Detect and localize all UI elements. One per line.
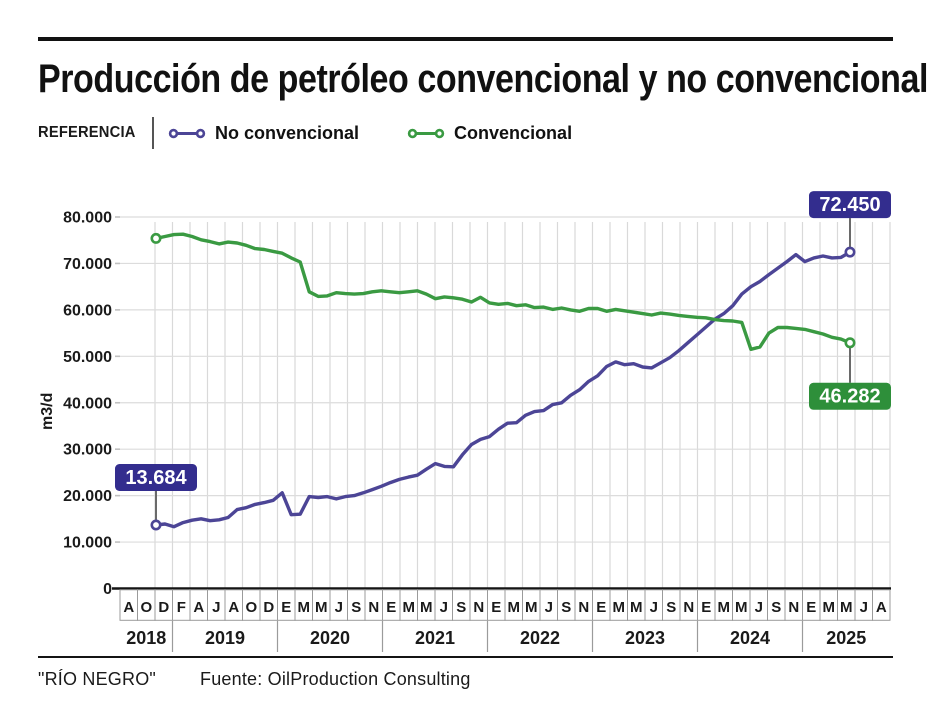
annotations: 13.684 72.450 46.282 xyxy=(115,191,891,520)
month-label: J xyxy=(755,599,763,616)
month-label: A xyxy=(876,599,887,616)
source-credit: Fuente: OilProduction Consulting xyxy=(200,669,471,689)
month-label: J xyxy=(335,599,343,616)
y-tick-label: 80.000 xyxy=(63,210,112,227)
month-label: S xyxy=(561,599,571,616)
y-tick-label: 0 xyxy=(103,581,112,598)
callout-box xyxy=(115,464,197,491)
legend-divider xyxy=(152,117,155,149)
y-tick-label: 50.000 xyxy=(63,349,112,366)
month-label: M xyxy=(613,599,626,616)
year-label: 2025 xyxy=(826,628,866,648)
year-label: 2020 xyxy=(310,628,350,648)
callout-value: 72.450 xyxy=(819,194,880,216)
footer: "RÍO NEGRO" Fuente: OilProduction Consul… xyxy=(38,669,471,690)
month-label: S xyxy=(456,599,466,616)
publication-credit: "RÍO NEGRO" xyxy=(38,669,156,689)
month-label: D xyxy=(158,599,169,616)
data-point-marker xyxy=(844,246,856,258)
callout-box xyxy=(809,382,891,410)
y-tick-label: 40.000 xyxy=(63,395,112,412)
month-label: J xyxy=(212,599,220,616)
month-label: E xyxy=(806,599,816,616)
month-label: N xyxy=(368,599,379,616)
month-label: S xyxy=(771,599,781,616)
month-label: F xyxy=(177,599,186,616)
top-rule xyxy=(38,37,893,41)
year-label: 2022 xyxy=(520,628,560,648)
month-label: M xyxy=(403,599,416,616)
green-line-series-icon xyxy=(407,128,445,138)
month-label: M xyxy=(298,599,311,616)
y-tick-label: 30.000 xyxy=(63,442,112,459)
legend-title: REFERENCIA xyxy=(38,124,136,141)
month-label: D xyxy=(263,599,274,616)
series-line-no-convencional xyxy=(154,250,852,529)
month-label: E xyxy=(596,599,606,616)
year-label: 2024 xyxy=(730,628,770,648)
data-point-marker xyxy=(150,519,162,531)
purple-line-series-icon xyxy=(168,128,206,138)
legend-item-label: No convencional xyxy=(215,122,360,143)
month-label: M xyxy=(718,599,731,616)
month-label: J xyxy=(860,599,868,616)
y-tick-label: 60.000 xyxy=(63,302,112,319)
year-label: 2021 xyxy=(415,628,455,648)
series-line-convencional xyxy=(154,232,852,351)
callout-box xyxy=(809,191,891,219)
month-label: M xyxy=(508,599,521,616)
month-label: E xyxy=(491,599,501,616)
month-label: N xyxy=(578,599,589,616)
month-label: M xyxy=(315,599,328,616)
legend: REFERENCIA No convencional Convencional xyxy=(38,117,572,149)
month-label: M xyxy=(823,599,836,616)
y-tick-label: 70.000 xyxy=(63,256,112,273)
gridlines xyxy=(120,216,891,589)
y-axis-unit-label: m3/d xyxy=(39,393,56,430)
data-point-marker xyxy=(844,337,856,349)
y-tick-label: 10.000 xyxy=(63,535,112,552)
month-label: E xyxy=(386,599,396,616)
month-label: M xyxy=(840,599,853,616)
data-point-marker xyxy=(150,232,162,244)
year-label: 2018 xyxy=(126,628,166,648)
month-label: S xyxy=(351,599,361,616)
month-label: A xyxy=(193,599,204,616)
month-box xyxy=(872,589,891,621)
callout-value: 46.282 xyxy=(819,386,880,408)
month-label: O xyxy=(245,599,257,616)
month-label: N xyxy=(473,599,484,616)
callout-value: 13.684 xyxy=(125,467,187,489)
y-tick-label: 20.000 xyxy=(63,488,112,505)
month-label: N xyxy=(788,599,799,616)
year-label: 2019 xyxy=(205,628,245,648)
month-label: M xyxy=(525,599,538,616)
month-label: A xyxy=(228,599,239,616)
x-axis-year-row: 2018 2019 2020 2021 2022 2023 2024 2025 xyxy=(126,621,866,652)
month-label: M xyxy=(630,599,643,616)
month-label: O xyxy=(140,599,152,616)
legend-item-label: Convencional xyxy=(454,122,573,143)
legend-item-no-convencional: No convencional xyxy=(168,123,359,144)
month-label: J xyxy=(545,599,553,616)
month-label: A xyxy=(123,599,134,616)
page-title: Producción de petróleo convencional y no… xyxy=(38,57,928,101)
month-label: J xyxy=(440,599,448,616)
y-axis: 0 10.000 20.000 30.000 40.000 50.000 60.000 70.… xyxy=(39,210,120,598)
month-label: M xyxy=(420,599,433,616)
month-label: N xyxy=(683,599,694,616)
year-label: 2023 xyxy=(625,628,665,648)
month-label: M xyxy=(735,599,748,616)
month-label: E xyxy=(701,599,711,616)
month-label: S xyxy=(666,599,676,616)
legend-item-convencional: Convencional xyxy=(407,123,572,144)
month-label: J xyxy=(650,599,658,616)
month-label: E xyxy=(281,599,291,616)
